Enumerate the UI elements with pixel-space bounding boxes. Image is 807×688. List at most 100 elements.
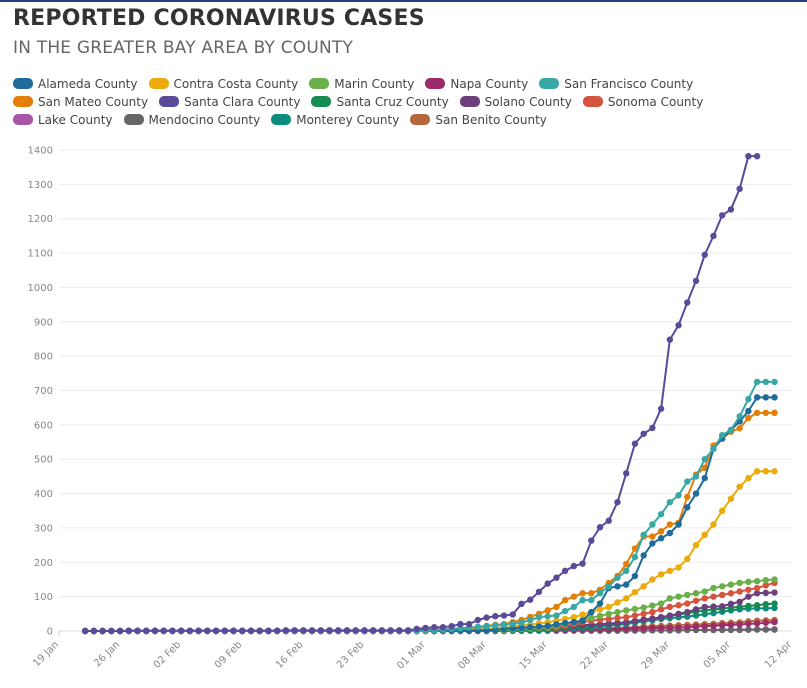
data-point[interactable] [692,597,700,604]
data-point[interactable] [684,624,691,631]
data-point[interactable] [657,528,665,535]
data-point[interactable] [718,591,726,599]
data-point[interactable] [335,627,342,634]
data-point[interactable] [684,299,691,306]
data-point[interactable] [762,619,770,626]
data-point[interactable] [666,612,674,619]
data-point[interactable] [684,504,691,511]
data-point[interactable] [631,553,639,561]
data-point[interactable] [692,541,700,549]
data-point[interactable] [657,510,665,518]
data-point[interactable] [692,623,700,630]
data-point[interactable] [317,627,324,634]
data-point[interactable] [544,580,551,587]
data-point[interactable] [640,583,647,590]
data-point[interactable] [204,627,211,634]
data-point[interactable] [745,602,752,610]
series-line[interactable] [85,155,758,632]
data-point[interactable] [701,588,708,595]
data-point[interactable] [771,468,778,475]
data-point[interactable] [762,626,770,633]
data-point[interactable] [492,622,499,629]
data-point[interactable] [605,583,612,590]
data-point[interactable] [649,615,656,622]
data-point[interactable] [736,185,743,193]
data-point[interactable] [666,521,674,528]
data-point[interactable] [753,468,761,475]
data-point[interactable] [352,627,359,634]
data-point[interactable] [718,621,726,629]
legend-item[interactable]: San Mateo County [13,95,148,109]
data-point[interactable] [387,627,394,634]
data-point[interactable] [657,535,665,542]
data-point[interactable] [500,621,508,629]
legend-item[interactable]: Marin County [309,77,414,91]
data-point[interactable] [623,619,630,626]
data-point[interactable] [99,627,106,635]
data-point[interactable] [544,607,551,614]
data-point[interactable] [753,620,761,627]
data-point[interactable] [692,606,700,613]
data-point[interactable] [745,395,752,403]
data-point[interactable] [745,152,752,160]
data-point[interactable] [623,470,630,477]
data-point[interactable] [675,564,682,571]
data-point[interactable] [509,611,516,618]
data-point[interactable] [614,583,621,590]
data-point[interactable] [692,590,700,597]
data-point[interactable] [579,590,586,597]
data-point[interactable] [736,626,743,634]
data-point[interactable] [500,612,508,619]
data-point[interactable] [631,625,639,632]
data-point[interactable] [221,627,228,634]
data-point[interactable] [90,627,98,635]
data-point[interactable] [361,627,368,634]
data-point[interactable] [666,498,674,506]
data-point[interactable] [631,572,639,580]
data-point[interactable] [666,624,674,631]
data-point[interactable] [753,590,761,597]
data-point[interactable] [753,152,761,160]
data-point[interactable] [212,627,220,634]
legend-item[interactable]: Santa Cruz County [311,95,449,109]
data-point[interactable] [631,545,639,552]
data-point[interactable] [736,425,743,432]
data-point[interactable] [596,524,604,531]
data-point[interactable] [623,595,630,602]
series-line[interactable] [85,380,775,632]
data-point[interactable] [588,608,595,616]
data-point[interactable] [239,627,246,634]
data-point[interactable] [684,478,691,485]
data-point[interactable] [579,617,586,624]
data-point[interactable] [666,603,674,611]
data-point[interactable] [579,596,586,604]
data-point[interactable] [745,626,752,633]
data-point[interactable] [308,627,316,634]
legend-item[interactable]: Santa Clara County [159,95,300,109]
data-point[interactable] [544,613,551,620]
data-point[interactable] [649,576,656,583]
data-point[interactable] [710,584,717,592]
data-point[interactable] [736,621,743,628]
series-san-francisco-county[interactable] [81,378,778,635]
data-point[interactable] [666,336,674,343]
data-point[interactable] [509,620,516,627]
legend-item[interactable]: Sonoma County [582,95,703,109]
data-point[interactable] [579,611,586,618]
data-point[interactable] [614,498,621,506]
series-san-mateo-county[interactable] [81,409,778,635]
data-point[interactable] [247,627,255,634]
data-point[interactable] [623,567,630,575]
data-point[interactable] [465,620,473,628]
legend-item[interactable]: San Francisco County [539,77,693,91]
data-point[interactable] [570,562,578,570]
data-point[interactable] [710,593,717,600]
data-point[interactable] [561,596,569,604]
data-point[interactable] [561,619,569,627]
data-point[interactable] [396,627,403,634]
data-point[interactable] [614,608,621,616]
data-point[interactable] [727,206,735,213]
data-point[interactable] [186,627,194,634]
data-point[interactable] [762,468,770,475]
data-point[interactable] [684,591,691,599]
